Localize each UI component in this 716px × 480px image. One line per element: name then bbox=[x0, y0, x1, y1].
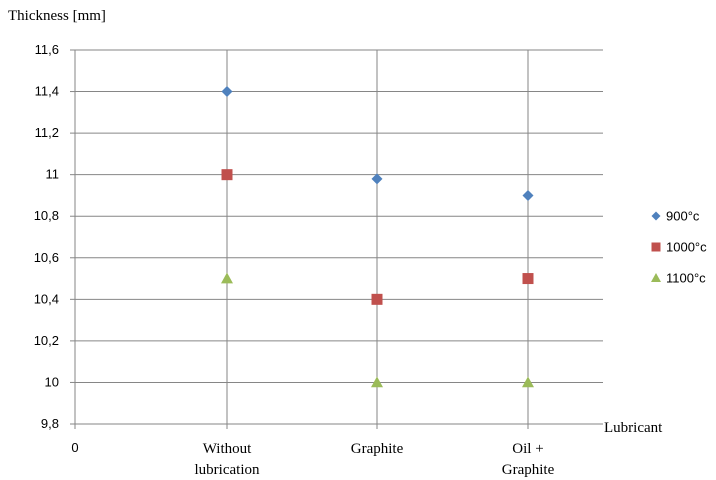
x-category-label: Graphite bbox=[351, 441, 404, 457]
legend-marker bbox=[651, 242, 661, 252]
y-tick-label: 10,6 bbox=[34, 250, 59, 265]
x-category-label-line: lubrication bbox=[195, 462, 260, 478]
legend-label: 1000°c bbox=[666, 240, 707, 255]
legend-label: 1100°c bbox=[666, 271, 706, 286]
y-tick-label: 9,8 bbox=[41, 416, 59, 431]
x-category-label-line: Graphite bbox=[351, 441, 404, 457]
x-category-label-line: Oil + bbox=[512, 441, 543, 457]
x-origin-label: 0 bbox=[71, 440, 78, 455]
axes bbox=[70, 49, 603, 429]
x-axis-title: Lubricant bbox=[604, 420, 663, 436]
y-tick-label: 11,6 bbox=[35, 42, 59, 57]
x-category-label-line: Without bbox=[203, 441, 252, 457]
data-point bbox=[522, 273, 534, 285]
x-category-labels: Without lubrication Graphite Oil + Graphite bbox=[195, 441, 555, 478]
data-point bbox=[371, 376, 383, 388]
y-tick-label: 10 bbox=[45, 374, 59, 389]
legend-label: 900°c bbox=[666, 209, 700, 224]
x-category-label: Oil + Graphite bbox=[502, 441, 555, 478]
y-ticks: 9,8 10 10,2 10,4 10,6 10,8 11 11,2 11,4 11,6 bbox=[34, 42, 59, 431]
y-tick-label: 10,8 bbox=[34, 208, 59, 223]
data-point bbox=[221, 272, 233, 284]
data-point bbox=[221, 169, 233, 181]
legend-marker bbox=[651, 211, 661, 221]
y-tick-label: 11 bbox=[46, 167, 60, 182]
x-category-label: Without lubrication bbox=[195, 441, 260, 478]
data-point bbox=[371, 173, 383, 185]
y-tick-label: 10,4 bbox=[34, 291, 59, 306]
y-tick-label: 11,2 bbox=[35, 125, 59, 140]
data-point bbox=[371, 293, 383, 305]
data-point bbox=[522, 376, 534, 388]
legend-item: 900°c bbox=[651, 209, 700, 224]
legend-item: 1100°c bbox=[651, 271, 706, 286]
y-tick-label: 10,2 bbox=[34, 333, 59, 348]
legend-marker bbox=[651, 273, 661, 282]
data-point bbox=[522, 189, 534, 201]
plot-markers bbox=[221, 86, 534, 388]
x-category-label-line: Graphite bbox=[502, 462, 555, 478]
y-tick-label: 11,4 bbox=[35, 84, 59, 99]
y-axis-title: Thickness [mm] bbox=[8, 8, 106, 24]
data-point bbox=[221, 86, 233, 98]
legend-item: 1000°c bbox=[651, 240, 707, 255]
grid bbox=[75, 49, 603, 424]
legend: 900°c 1000°c 1100°c bbox=[651, 209, 707, 286]
